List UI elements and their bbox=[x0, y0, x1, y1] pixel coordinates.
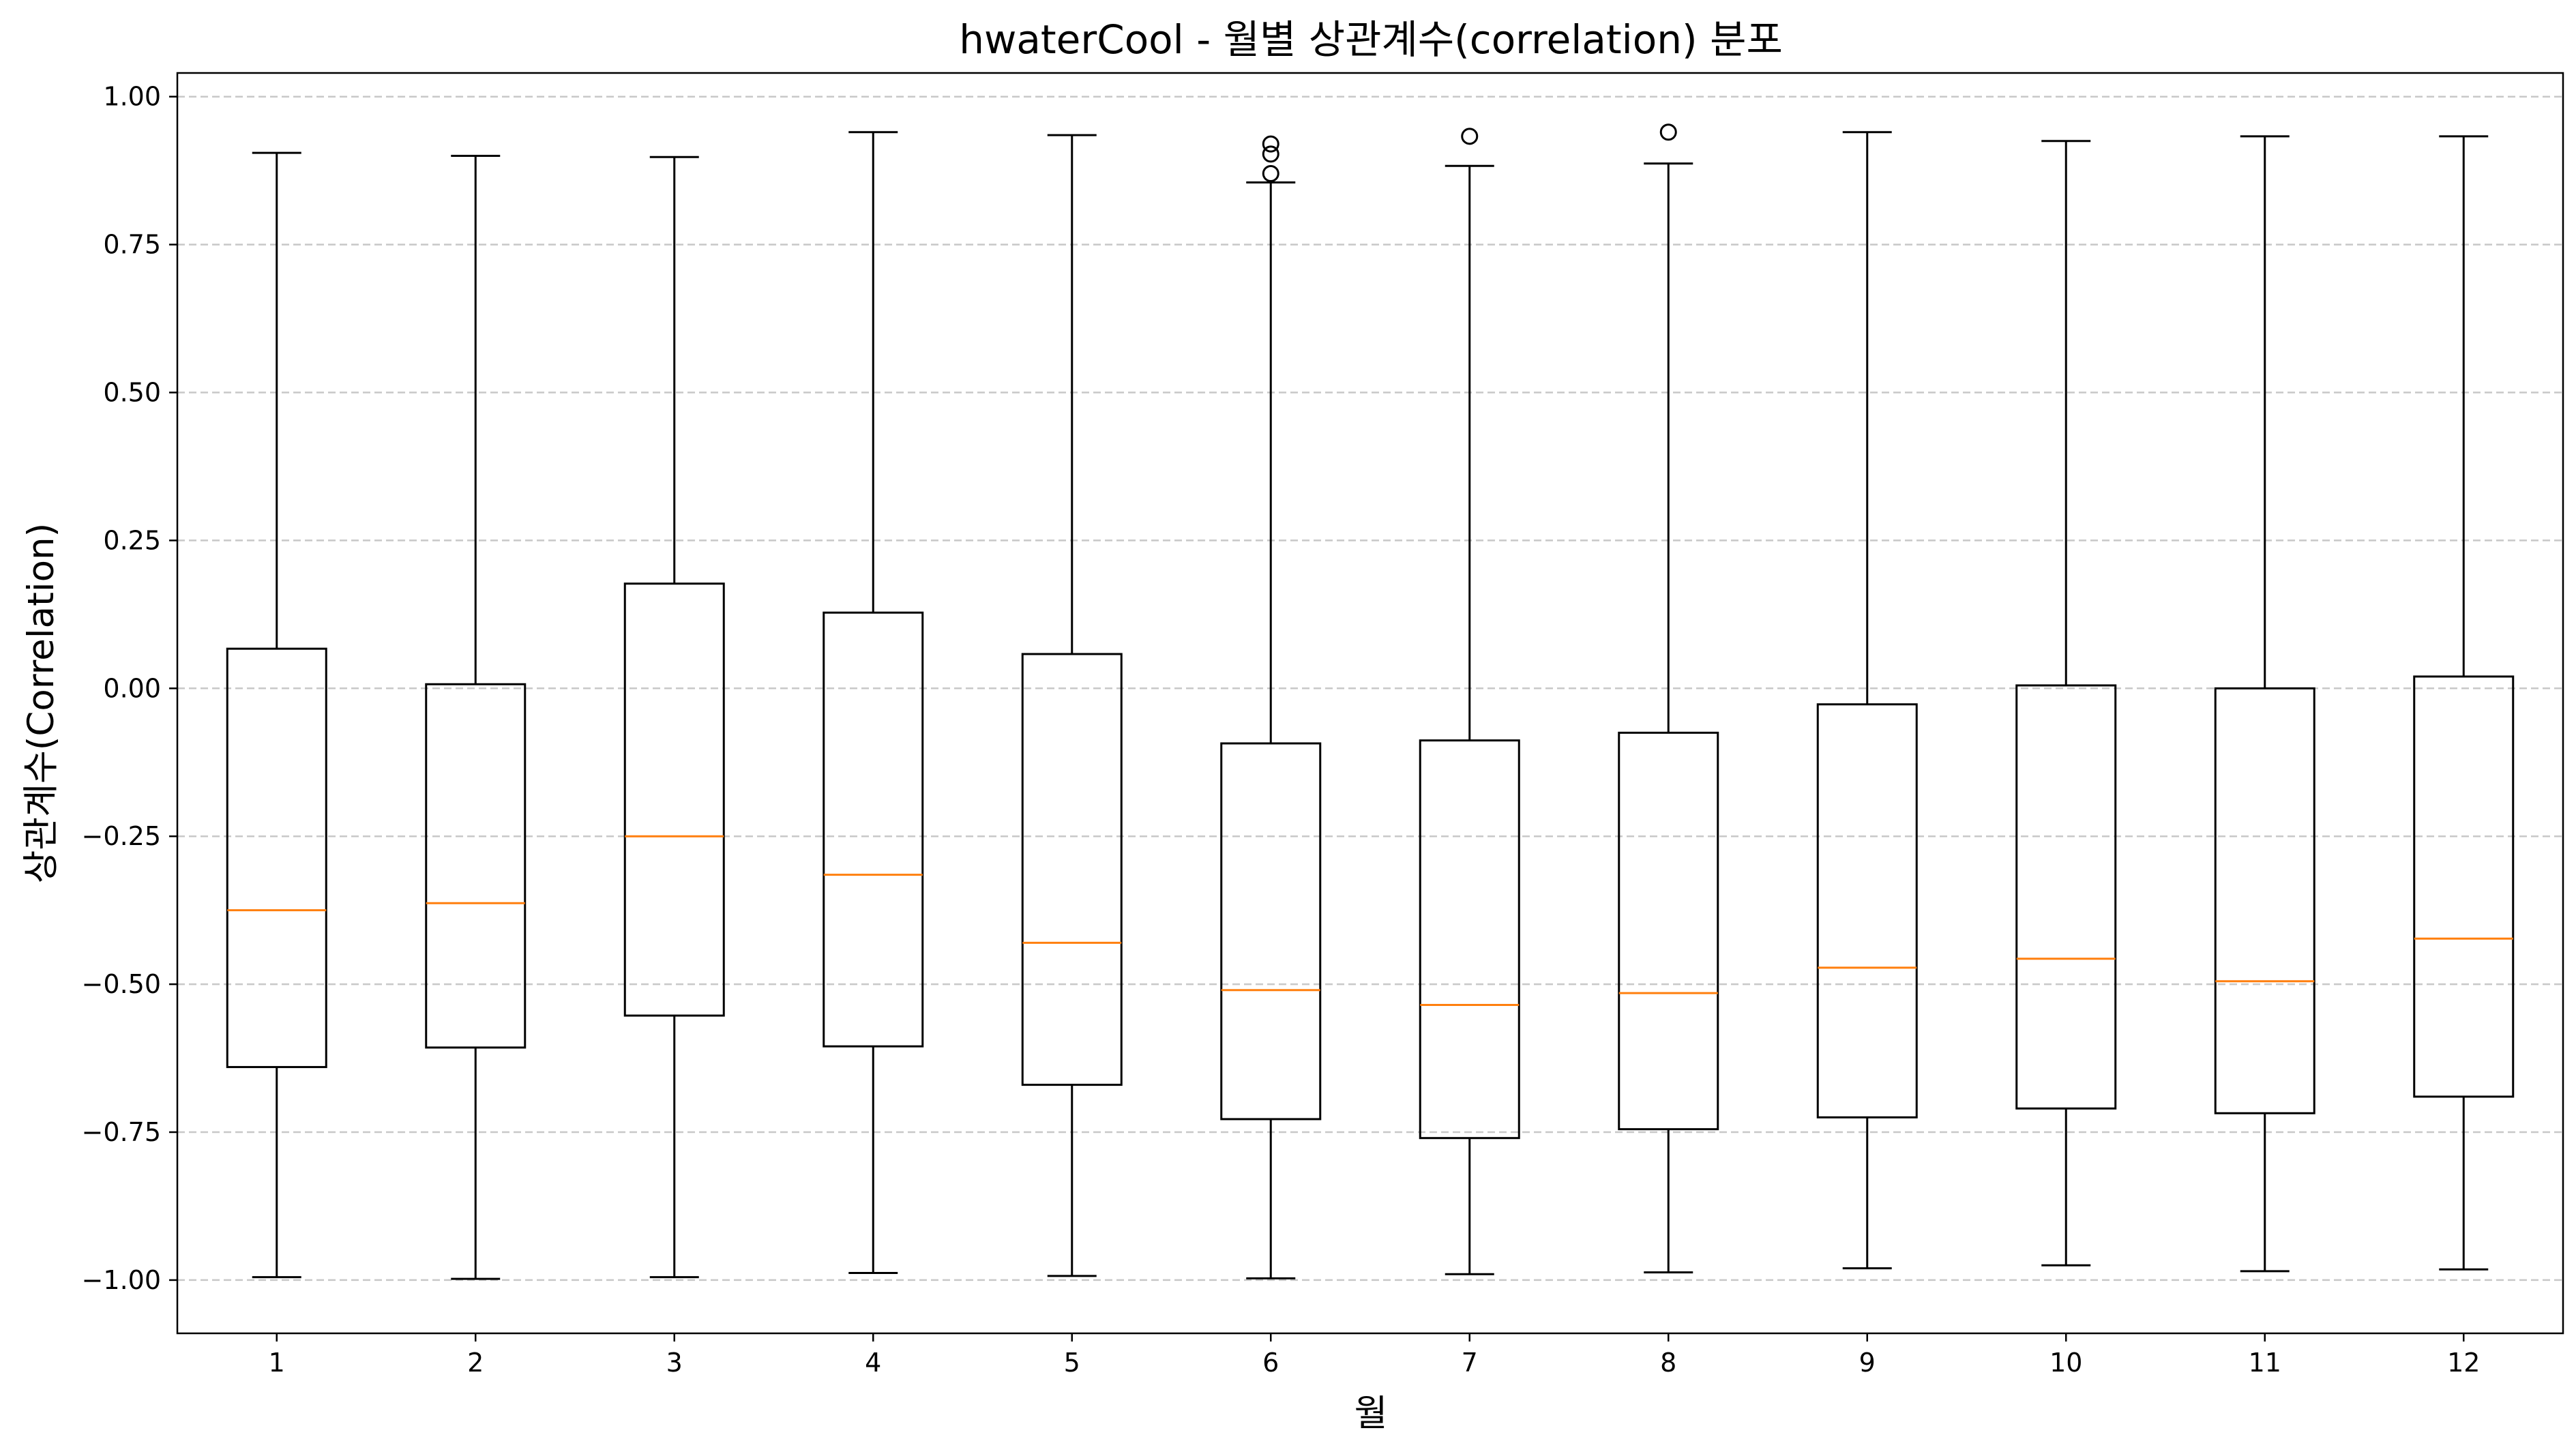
x-axis-label: 월 bbox=[1354, 1393, 1388, 1434]
x-tick-label: 11 bbox=[2249, 1348, 2281, 1378]
iqr-box bbox=[2214, 687, 2315, 1114]
iqr-box bbox=[623, 582, 725, 1017]
y-tick-label: −0.75 bbox=[82, 1117, 161, 1147]
x-tick-label: 3 bbox=[666, 1348, 683, 1378]
iqr-box bbox=[2413, 675, 2515, 1098]
x-tick-label: 9 bbox=[1859, 1348, 1876, 1378]
x-tick-label: 2 bbox=[467, 1348, 484, 1378]
outlier-point bbox=[1262, 135, 1279, 153]
y-axis-ticks: 1.00 0.75 0.50 0.25 0.00 −0.25 −0.50 −0.75 −1.00 bbox=[82, 82, 177, 1295]
iqr-box bbox=[425, 683, 527, 1049]
iqr-box bbox=[1220, 742, 1322, 1121]
y-tick-label: 1.00 bbox=[103, 82, 161, 112]
y-tick-label: 0.25 bbox=[103, 525, 161, 555]
x-tick-label: 10 bbox=[2049, 1348, 2082, 1378]
outlier-point bbox=[1262, 164, 1279, 182]
x-tick-label: 1 bbox=[269, 1348, 285, 1378]
x-tick-label: 4 bbox=[865, 1348, 881, 1378]
y-tick-label: −1.00 bbox=[82, 1265, 161, 1295]
box-series bbox=[226, 123, 2515, 1280]
grid-lines bbox=[177, 95, 2563, 1281]
iqr-box bbox=[2015, 684, 2117, 1110]
x-tick-label: 6 bbox=[1262, 1348, 1279, 1378]
y-tick-label: 0.00 bbox=[103, 673, 161, 703]
y-tick-label: −0.25 bbox=[82, 821, 161, 851]
chart-title: hwaterCool - 월별 상관계수(correlation) 분포 bbox=[959, 16, 1783, 63]
x-axis-ticks: 1 2 3 4 5 6 7 8 9 10 11 12 bbox=[269, 1333, 2480, 1378]
iqr-box bbox=[226, 647, 327, 1069]
y-axis-label: 상관계수(Correlation) bbox=[20, 523, 62, 884]
y-tick-label: −0.50 bbox=[82, 969, 161, 999]
iqr-box bbox=[1419, 739, 1520, 1140]
y-tick-label: 0.75 bbox=[103, 230, 161, 260]
iqr-box bbox=[1816, 703, 1918, 1118]
x-tick-label: 5 bbox=[1064, 1348, 1080, 1378]
y-tick-label: 0.50 bbox=[103, 378, 161, 408]
x-tick-label: 12 bbox=[2447, 1348, 2480, 1378]
outlier-point bbox=[1262, 145, 1279, 163]
x-tick-label: 7 bbox=[1462, 1348, 1478, 1378]
x-tick-label: 8 bbox=[1660, 1348, 1676, 1378]
iqr-box bbox=[823, 611, 924, 1048]
iqr-box bbox=[1021, 653, 1123, 1086]
iqr-box bbox=[1618, 731, 1719, 1131]
outlier-point bbox=[1659, 123, 1677, 141]
plot-area-frame bbox=[176, 72, 2564, 1335]
outlier-point bbox=[1461, 128, 1479, 145]
